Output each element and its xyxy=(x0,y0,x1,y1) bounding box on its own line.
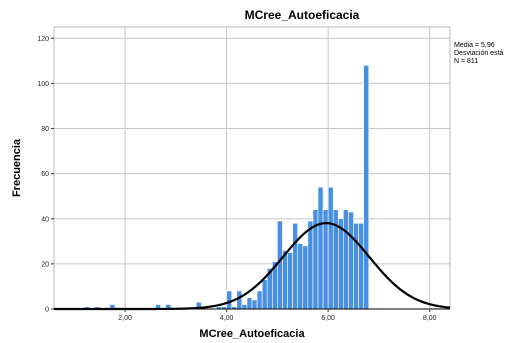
x-axis-ticks: 2,00 4,00 6,00 8,00 xyxy=(54,308,450,322)
histogram-bar xyxy=(261,279,268,310)
histogram-bar xyxy=(277,220,283,310)
histogram-bar xyxy=(343,209,349,310)
histogram-bar xyxy=(358,222,364,310)
x-tick-label: 2,00 xyxy=(118,315,132,322)
y-tick-label: 60 xyxy=(41,171,49,178)
x-axis-label: MCree_Autoeficacia xyxy=(199,328,305,340)
stats-n: N = 811 xyxy=(454,58,478,65)
histogram-bar xyxy=(327,186,334,310)
histogram-bar xyxy=(338,218,344,310)
histogram-bar xyxy=(292,222,298,310)
histogram-bar xyxy=(317,186,324,310)
y-tick-label: 100 xyxy=(37,81,49,88)
histogram-bar xyxy=(282,250,288,310)
y-tick-label: 0 xyxy=(45,307,49,314)
histogram-bar xyxy=(256,290,263,310)
histogram-bar xyxy=(348,211,354,310)
stats-mean: Media = 5,96 xyxy=(454,42,495,49)
y-tick-label: 20 xyxy=(41,261,49,268)
histogram-bar xyxy=(251,299,258,310)
stats-box: Media = 5,96 Desviación está N = 811 xyxy=(454,42,504,65)
histogram-bar xyxy=(353,222,359,310)
histogram-bar xyxy=(307,220,314,310)
chart-title: MCree_Autoeficacia xyxy=(245,8,360,22)
histogram-bar xyxy=(236,290,243,310)
histogram-bar xyxy=(297,243,304,310)
y-tick-label: 120 xyxy=(37,36,49,43)
y-tick-label: 80 xyxy=(41,126,49,133)
x-tick-label: 4,00 xyxy=(220,315,234,322)
stats-std-dev: Desviación está xyxy=(454,50,504,57)
grid-lines xyxy=(54,27,450,309)
histogram-bar xyxy=(287,252,293,310)
histogram-bar xyxy=(241,304,248,310)
y-axis-ticks: 0 20 40 60 80 100 120 xyxy=(37,36,54,314)
y-axis-label: Frecuencia xyxy=(11,138,23,197)
histogram-bar xyxy=(322,209,329,310)
histogram-bar xyxy=(226,290,232,310)
histogram-bar xyxy=(246,297,253,310)
histogram-bars xyxy=(84,65,370,310)
x-tick-label: 6,00 xyxy=(321,315,335,322)
histogram-bar xyxy=(302,245,309,310)
histogram-bar xyxy=(363,65,370,310)
y-tick-label: 40 xyxy=(41,216,49,223)
x-tick-label: 8,00 xyxy=(423,315,437,322)
plot-area xyxy=(53,26,451,310)
